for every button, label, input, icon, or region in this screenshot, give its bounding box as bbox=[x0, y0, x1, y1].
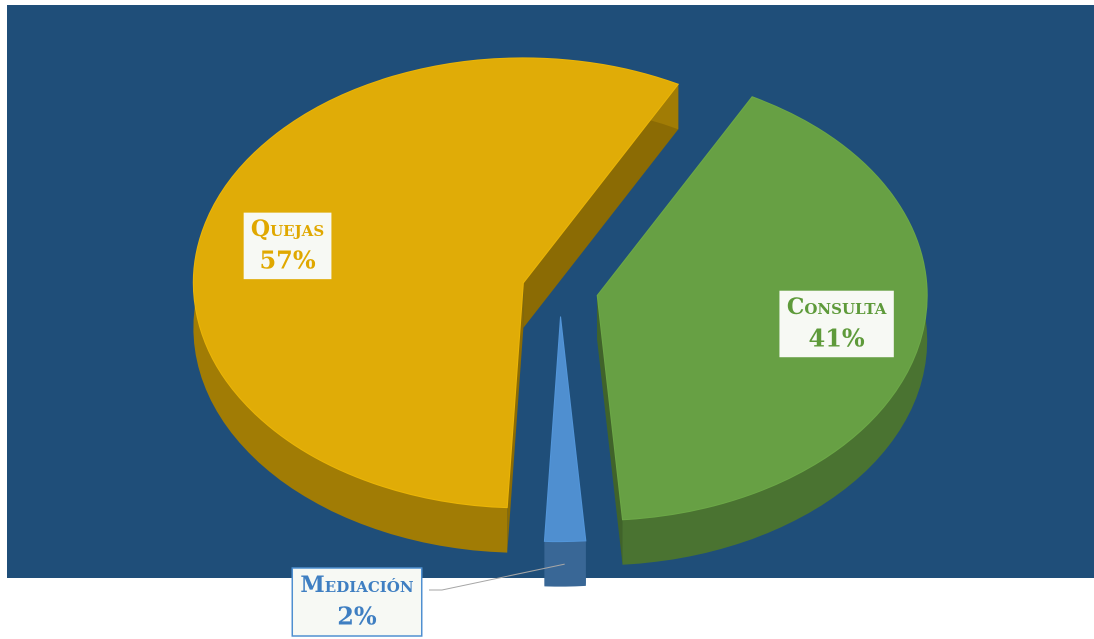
slice-side-wall bbox=[622, 96, 928, 565]
data-label: Quejas 57% bbox=[242, 211, 333, 281]
data-label: Consulta 41% bbox=[777, 289, 896, 359]
slice-side-face bbox=[523, 84, 679, 328]
slice bbox=[192, 57, 680, 509]
slice bbox=[543, 316, 587, 543]
label-box bbox=[291, 567, 423, 637]
category-label: Mediación bbox=[300, 572, 413, 598]
slice bbox=[596, 96, 928, 521]
slice-side-face bbox=[597, 295, 623, 565]
category-label: Consulta bbox=[787, 294, 887, 320]
category-label: Quejas bbox=[251, 216, 324, 242]
label-box bbox=[242, 211, 333, 281]
data-label: Mediación 2% bbox=[291, 563, 565, 637]
value-label: 57% bbox=[259, 245, 315, 274]
slice-side-wall bbox=[544, 540, 586, 587]
label-box bbox=[777, 289, 896, 359]
value-label: 2% bbox=[337, 602, 377, 631]
value-label: 41% bbox=[809, 323, 865, 352]
leader-line bbox=[429, 563, 565, 591]
slice-side-face bbox=[507, 282, 524, 553]
